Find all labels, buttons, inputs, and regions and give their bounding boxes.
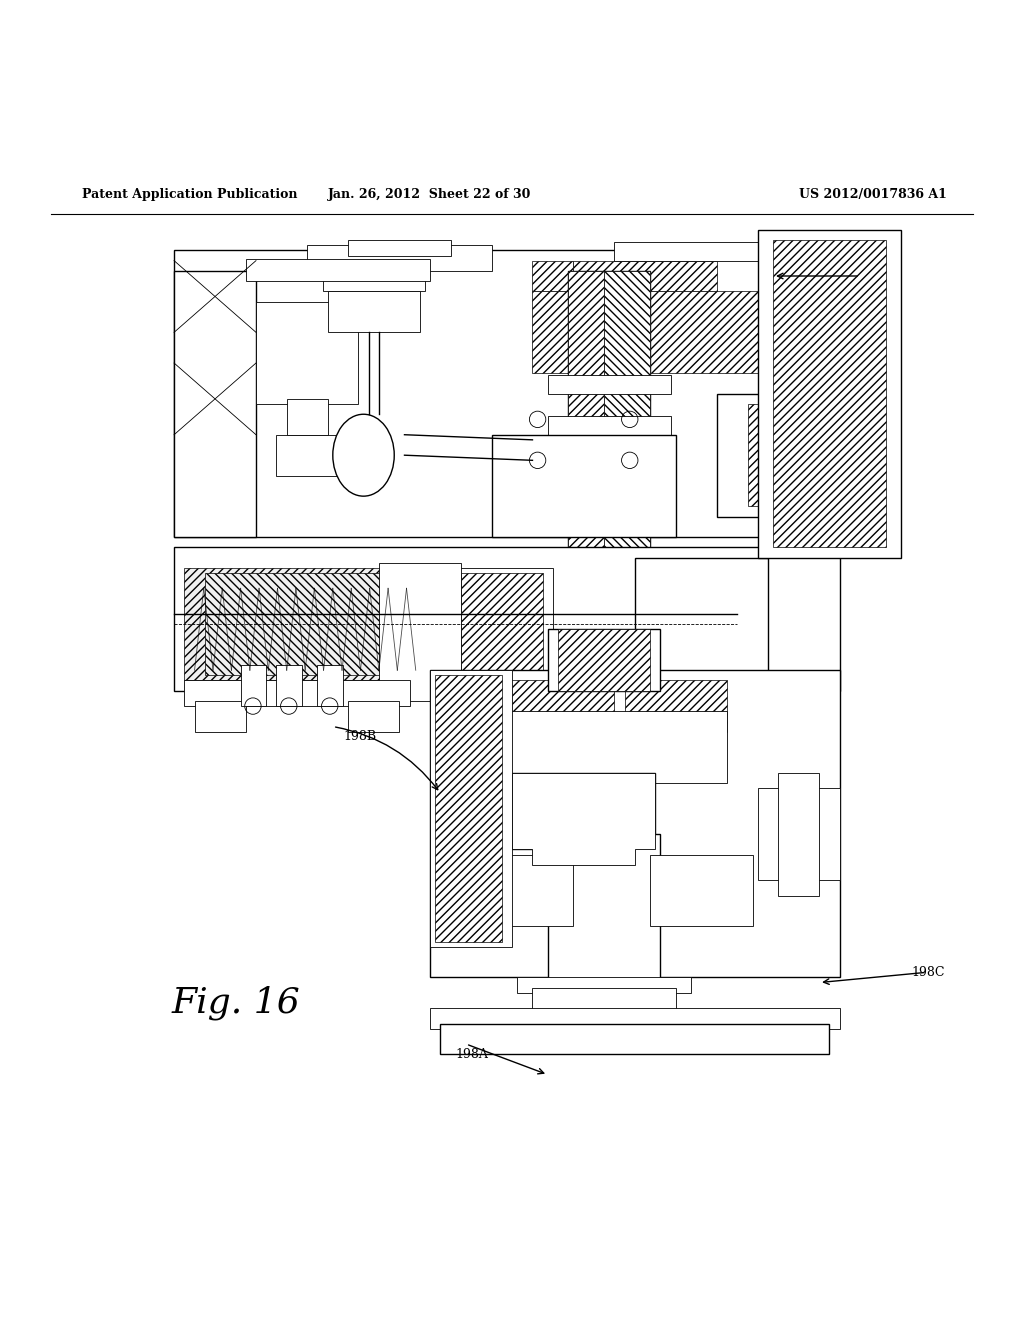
Bar	[435, 676, 502, 941]
Bar	[548, 834, 660, 982]
Bar	[517, 977, 691, 993]
Bar	[246, 259, 430, 281]
Bar	[430, 671, 840, 977]
Bar	[625, 681, 727, 731]
Bar	[512, 455, 655, 516]
Bar	[287, 399, 328, 434]
Bar	[758, 240, 860, 271]
Bar	[256, 301, 358, 404]
Bar	[573, 260, 717, 292]
Bar	[307, 246, 492, 271]
Bar	[276, 665, 302, 706]
Bar	[174, 271, 256, 537]
Bar	[548, 375, 671, 393]
Text: Jan. 26, 2012  Sheet 22 of 30: Jan. 26, 2012 Sheet 22 of 30	[329, 187, 531, 201]
Bar	[568, 271, 604, 660]
Bar	[635, 557, 768, 696]
Bar	[451, 568, 553, 685]
Bar	[558, 630, 650, 690]
Polygon shape	[512, 772, 655, 865]
Bar	[532, 987, 676, 1014]
Bar	[512, 772, 655, 850]
Bar	[614, 845, 660, 977]
Bar	[445, 1023, 824, 1049]
Bar	[558, 845, 614, 977]
Bar	[348, 240, 451, 256]
Bar	[492, 434, 676, 537]
Bar	[548, 630, 660, 690]
Bar	[471, 854, 573, 927]
Bar	[717, 393, 870, 516]
Bar	[666, 568, 737, 681]
Bar	[614, 242, 840, 260]
Bar	[184, 568, 440, 681]
Bar	[205, 573, 430, 676]
Bar	[532, 292, 758, 374]
Bar	[430, 1008, 840, 1028]
Text: Patent Application Publication: Patent Application Publication	[82, 187, 297, 201]
Bar	[778, 772, 819, 895]
Bar	[773, 240, 886, 548]
Bar	[604, 271, 650, 660]
Bar	[451, 711, 727, 783]
Bar	[548, 416, 671, 434]
Text: US 2012/0017836 A1: US 2012/0017836 A1	[799, 187, 946, 201]
Bar	[758, 230, 901, 557]
Bar	[379, 562, 461, 701]
Bar	[650, 854, 753, 927]
Bar	[548, 457, 671, 475]
Bar	[451, 681, 614, 731]
Bar	[748, 404, 840, 507]
Bar	[430, 671, 512, 946]
Bar	[317, 665, 343, 706]
Bar	[174, 548, 840, 690]
Bar	[348, 701, 399, 731]
Text: 198A: 198A	[456, 1048, 488, 1061]
Bar	[532, 260, 573, 292]
Bar	[568, 271, 650, 660]
Text: 198C: 198C	[911, 966, 945, 979]
Bar	[184, 681, 410, 706]
Bar	[328, 292, 420, 333]
Bar	[276, 434, 338, 475]
Bar	[461, 573, 543, 681]
Text: 198B: 198B	[343, 730, 376, 743]
Bar	[241, 665, 266, 706]
Bar	[758, 788, 840, 880]
Bar	[440, 1023, 829, 1055]
Bar	[174, 251, 870, 537]
Text: Fig. 16: Fig. 16	[171, 986, 300, 1020]
Bar	[323, 273, 425, 292]
Ellipse shape	[333, 414, 394, 496]
Bar	[195, 701, 246, 731]
